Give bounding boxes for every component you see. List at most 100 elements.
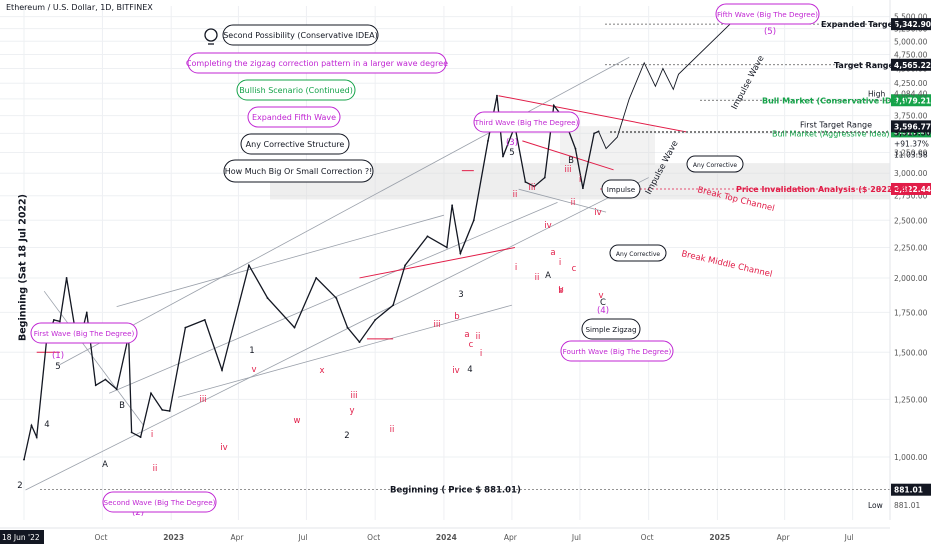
wave-label-minor: iii: [199, 395, 206, 405]
x-tick-label: 2024: [436, 533, 457, 542]
wave-label: (2): [132, 508, 144, 518]
box-expanded-fifth: Expanded Fifth Wave: [252, 113, 336, 122]
price-point: [221, 369, 223, 371]
wave-label: 5: [55, 362, 60, 372]
label-aggressive: Bull Market (Aggressive Idea): [772, 129, 890, 138]
wave-label-minor: iv: [544, 221, 551, 231]
x-tick-label: Oct: [641, 533, 654, 542]
box-simple-zigzag-box: [581, 318, 641, 340]
tag-conservative: 3,979.21: [894, 96, 931, 105]
price-point: [358, 341, 361, 344]
wave-label-minor: iii: [564, 165, 571, 175]
box-how-much-box: [223, 159, 374, 183]
price-point: [582, 187, 584, 190]
tag-invalidation-bg: [891, 182, 931, 195]
x-tick-label: Jul: [297, 533, 307, 542]
price-point: [203, 319, 206, 321]
box-fifth-wave: Fifth Wave (Big The Degree): [717, 10, 818, 19]
price-point: [115, 388, 118, 391]
projection-path: [598, 23, 731, 150]
wave-label-minor: i: [151, 430, 153, 440]
price-point: [446, 246, 448, 249]
y-tick-label: 1,250.00: [894, 395, 928, 404]
y-tick-label: 3,750.00: [894, 112, 928, 121]
wave-label-minor: y: [349, 406, 354, 416]
price-point: [161, 408, 164, 411]
wave-label: 5: [509, 148, 514, 158]
tag-current-bg: [891, 120, 931, 133]
y-tick-label: 5,000.00: [894, 37, 928, 46]
wave-label-minor: ii: [571, 198, 576, 208]
box-any-corrective-2-box: [609, 244, 667, 262]
label-break-middle: Break Middle Channel: [680, 249, 773, 280]
x-tick-label: Apr: [504, 533, 518, 542]
wave-label-minor: iii: [433, 320, 440, 330]
price-point: [524, 181, 527, 183]
wave-label-minor: ii: [153, 464, 158, 474]
price-point: [451, 204, 454, 207]
box-second-possibility-box: [222, 24, 379, 46]
wave-label-minor: a: [464, 330, 469, 340]
wave-label-minor: iii: [350, 391, 357, 401]
wave-label-minor: c: [572, 264, 577, 274]
box-second-wave: Second Wave (Big The Degree): [104, 498, 216, 507]
box-fourth-wave-box: [560, 340, 674, 362]
break-middle-channel-line: [522, 140, 614, 171]
wave-label: A: [102, 460, 108, 470]
price-point: [150, 392, 152, 395]
price-point: [58, 320, 61, 323]
wave-label: (4): [597, 306, 609, 316]
wave-label: 3: [458, 290, 463, 300]
inner-channel-lower: [109, 201, 558, 394]
time-axis: [0, 528, 890, 550]
x-tick-label: Jul: [571, 533, 581, 542]
x-tick-label: Apr: [230, 533, 244, 542]
wave-label-minor: iv: [452, 366, 459, 376]
wave-label-minor: i: [515, 263, 517, 273]
price-point: [130, 431, 133, 434]
price-point: [552, 104, 555, 107]
tag-expanded-target: 5,342.90: [894, 20, 931, 29]
y-tick-label: 4,250.00: [894, 79, 928, 88]
box-bullish-box: [236, 79, 356, 101]
wave4-lower-line: [518, 188, 607, 213]
wave-label-minor: b: [558, 286, 563, 296]
y-tick-label: 2,500.00: [894, 216, 928, 225]
wave-label: 1: [249, 346, 254, 356]
box-any-corrective: Any Corrective Structure: [246, 140, 345, 149]
label-first-target: First Target Range: [800, 121, 872, 130]
y-tick-label: 1,500.00: [894, 348, 928, 357]
lightbulb-icon: [204, 28, 218, 42]
left-rotated-title: Beginning (Sat 18 Jul 2022): [17, 194, 29, 342]
wave-label-minor: c: [469, 340, 474, 350]
price-point: [487, 139, 489, 142]
price-point: [35, 436, 38, 439]
wave-label-minor: i: [480, 349, 482, 359]
x-tick-label: 2023: [163, 533, 184, 542]
tag-beginning-bg: [891, 483, 931, 496]
box-any-corrective-1-box: [686, 155, 744, 173]
box-any-corrective-2: Any Corrective: [616, 251, 660, 258]
price-point: [168, 410, 171, 412]
wave-label-minor: i: [559, 258, 561, 268]
x-tick-label: Oct: [367, 533, 380, 542]
tag-beginning: 881.01: [894, 486, 923, 495]
box-expanded-fifth-box: [247, 106, 341, 128]
label-expanded-target: Expanded Target: [821, 20, 897, 29]
wave-label-minor: b: [454, 312, 459, 322]
price-point: [104, 378, 107, 381]
x-tick-label: Jul: [844, 533, 854, 542]
break-top-channel-line: [498, 95, 687, 133]
price-point: [533, 185, 536, 188]
tag-current: 3,596.77: [894, 122, 931, 131]
price-point: [315, 277, 318, 279]
tag-expanded-target-bg: [891, 18, 931, 31]
price-point: [248, 264, 250, 267]
box-impulse: Impulse: [607, 185, 636, 194]
x-tick-first-bg: [0, 530, 44, 544]
y-tick-label: 2,250.00: [894, 244, 928, 253]
price-point: [404, 264, 406, 267]
price-point: [459, 252, 462, 255]
